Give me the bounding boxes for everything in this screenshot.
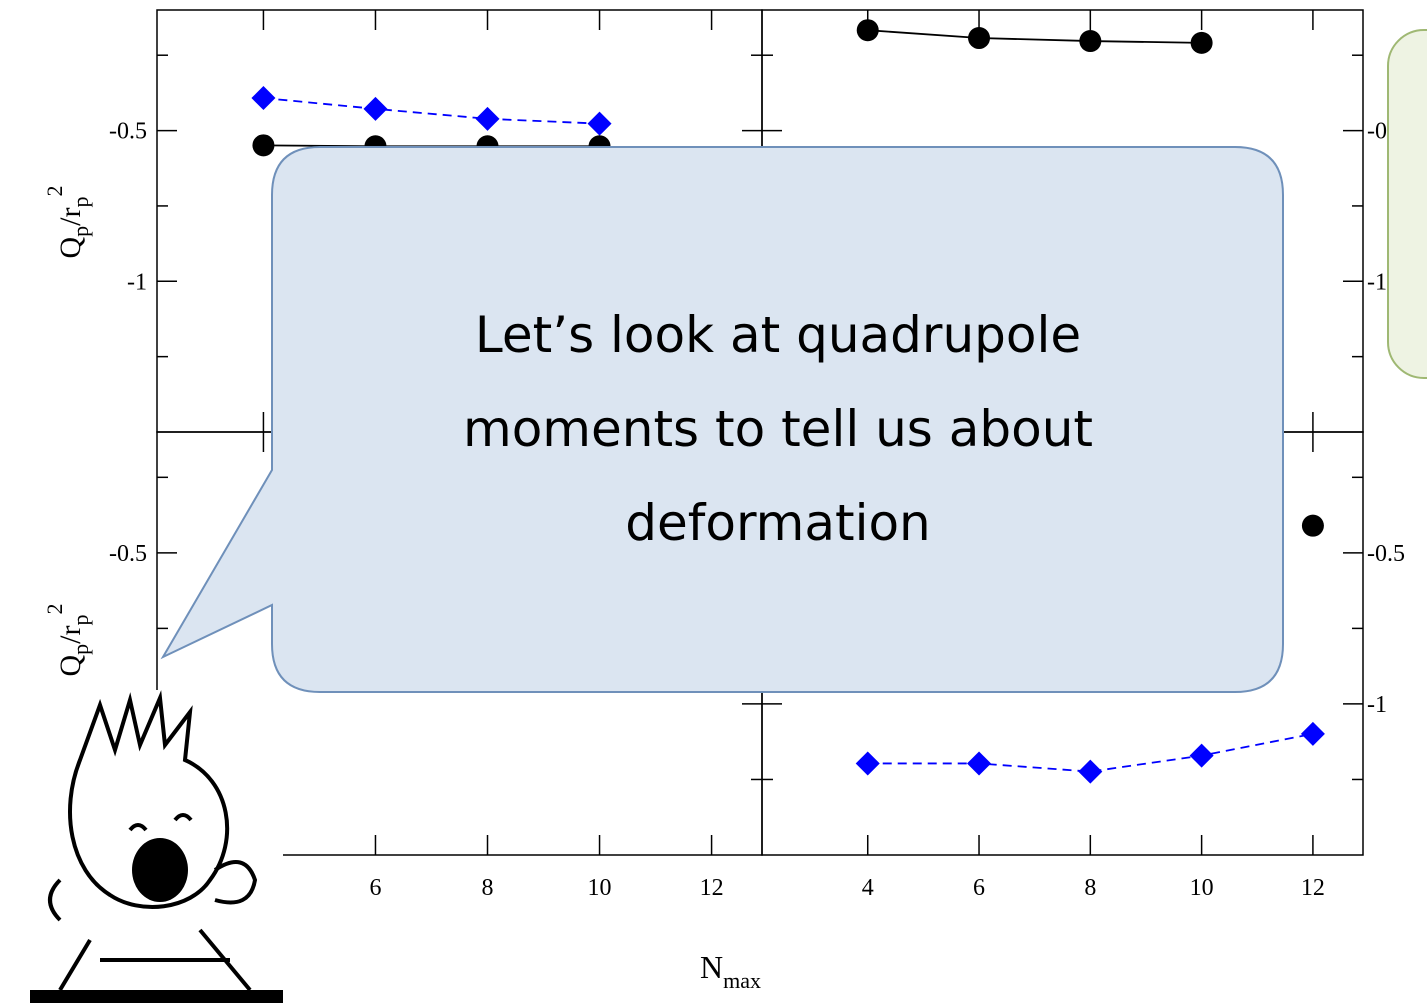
marker: [1078, 759, 1103, 784]
x-tick-label: 10: [588, 875, 612, 901]
label-part: p: [68, 226, 93, 237]
y-axis-label: Qp/rp2: [42, 604, 93, 677]
marker: [1300, 721, 1325, 746]
cartoon-lines: [48, 813, 258, 992]
cartoon-floor: [30, 990, 283, 1003]
x-tick-label: 6: [369, 875, 381, 901]
cartoon: [0, 690, 283, 1003]
label-part: /r: [54, 625, 87, 643]
marker: [251, 86, 276, 111]
marker: [855, 751, 880, 776]
label-part: /r: [54, 207, 87, 225]
series-line: [263, 97, 600, 125]
label-part: Q: [54, 655, 87, 677]
x-axis-label: Nmax: [700, 949, 761, 993]
label-part: 2: [42, 604, 67, 615]
label-part: N: [700, 949, 723, 985]
x-tick-label: 12: [700, 875, 724, 901]
marker: [1301, 514, 1324, 537]
label-part: p: [68, 615, 93, 626]
x-tick-label: 4: [862, 875, 874, 901]
x-tick-label: 10: [1190, 875, 1214, 901]
y-tick-label: -0.5: [1367, 541, 1405, 567]
marker: [967, 751, 992, 776]
y-tick-label: -0.5: [109, 541, 147, 567]
bubble-text: deformation: [625, 494, 931, 552]
y-tick-label: -1: [1367, 269, 1387, 295]
marker: [1190, 31, 1213, 54]
label-part: Q: [54, 237, 87, 259]
label-part: p: [68, 644, 93, 655]
marker: [1079, 30, 1102, 53]
marker: [475, 106, 500, 131]
series-line: [867, 29, 1202, 44]
bubble-text: moments to tell us about: [463, 400, 1093, 458]
y-tick-label: -0.5: [109, 119, 147, 145]
label-part: p: [68, 197, 93, 208]
label-part: max: [723, 968, 761, 993]
cartoon-mouth: [132, 838, 188, 902]
label-part: 2: [42, 186, 67, 197]
marker: [1189, 743, 1214, 768]
x-tick-label: 6: [973, 875, 985, 901]
axis-labels: Qp/rp2 Qp/rp2 Nmax: [42, 186, 761, 994]
x-tick-label: 12: [1301, 875, 1325, 901]
cartoon-head: [68, 690, 230, 909]
marker: [587, 111, 612, 136]
marker: [252, 134, 275, 157]
x-tick-label: 8: [482, 875, 494, 901]
marker: [363, 96, 388, 121]
y-tick-label: -1: [127, 269, 147, 295]
side-note-box: [1387, 29, 1427, 379]
x-tick-label: 8: [1084, 875, 1096, 901]
marker: [856, 19, 879, 42]
y-axis-label: Qp/rp2: [42, 186, 93, 259]
y-tick-label: -1: [1367, 692, 1387, 718]
bubble-text: Let’s look at quadrupole: [475, 306, 1081, 364]
speech-bubble: [160, 146, 1284, 693]
marker: [968, 27, 991, 50]
